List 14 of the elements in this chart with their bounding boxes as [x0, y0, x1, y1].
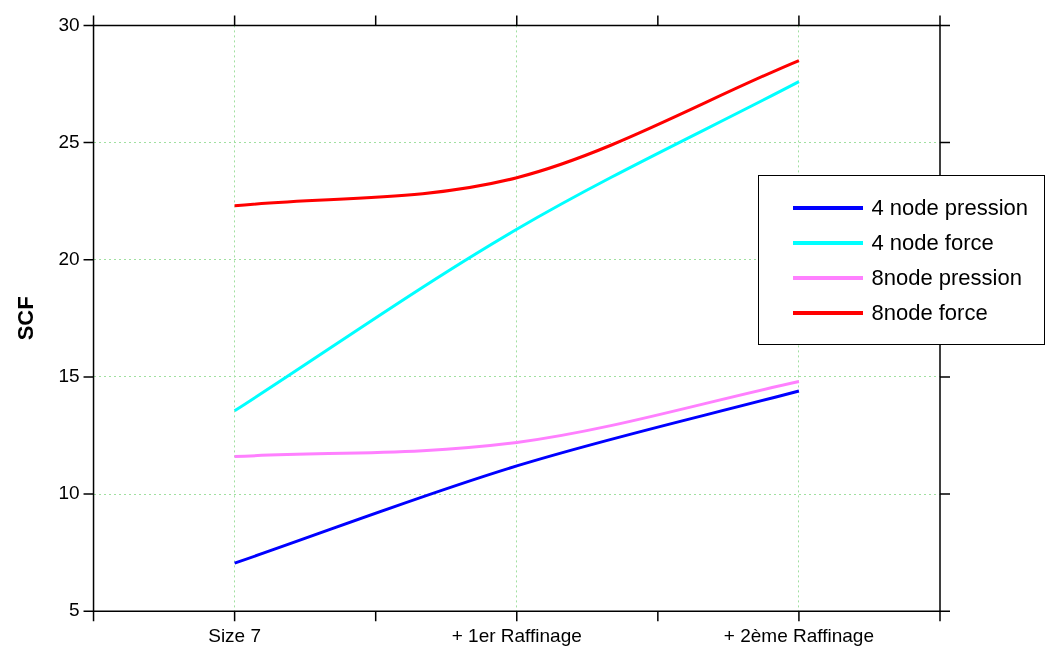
legend-label: 8node pression	[871, 264, 1022, 291]
x-tick-label: Size 7	[208, 624, 262, 646]
y-axis-title: SCF	[13, 296, 39, 341]
x-tick-label: + 2ème Raffinage	[723, 624, 875, 646]
y-tick-label: 25	[58, 130, 80, 152]
legend-label: 4 node pression	[871, 194, 1028, 221]
y-tick-label: 5	[68, 599, 80, 621]
y-tick-label: 10	[58, 482, 80, 504]
y-tick-label: 15	[58, 365, 80, 387]
legend-label: 4 node force	[871, 229, 994, 256]
y-tick-label: 20	[58, 247, 80, 269]
y-tick-label: 30	[58, 13, 80, 35]
x-tick-label: + 1er Raffinage	[451, 624, 582, 646]
legend-label: 8node force	[871, 299, 988, 326]
